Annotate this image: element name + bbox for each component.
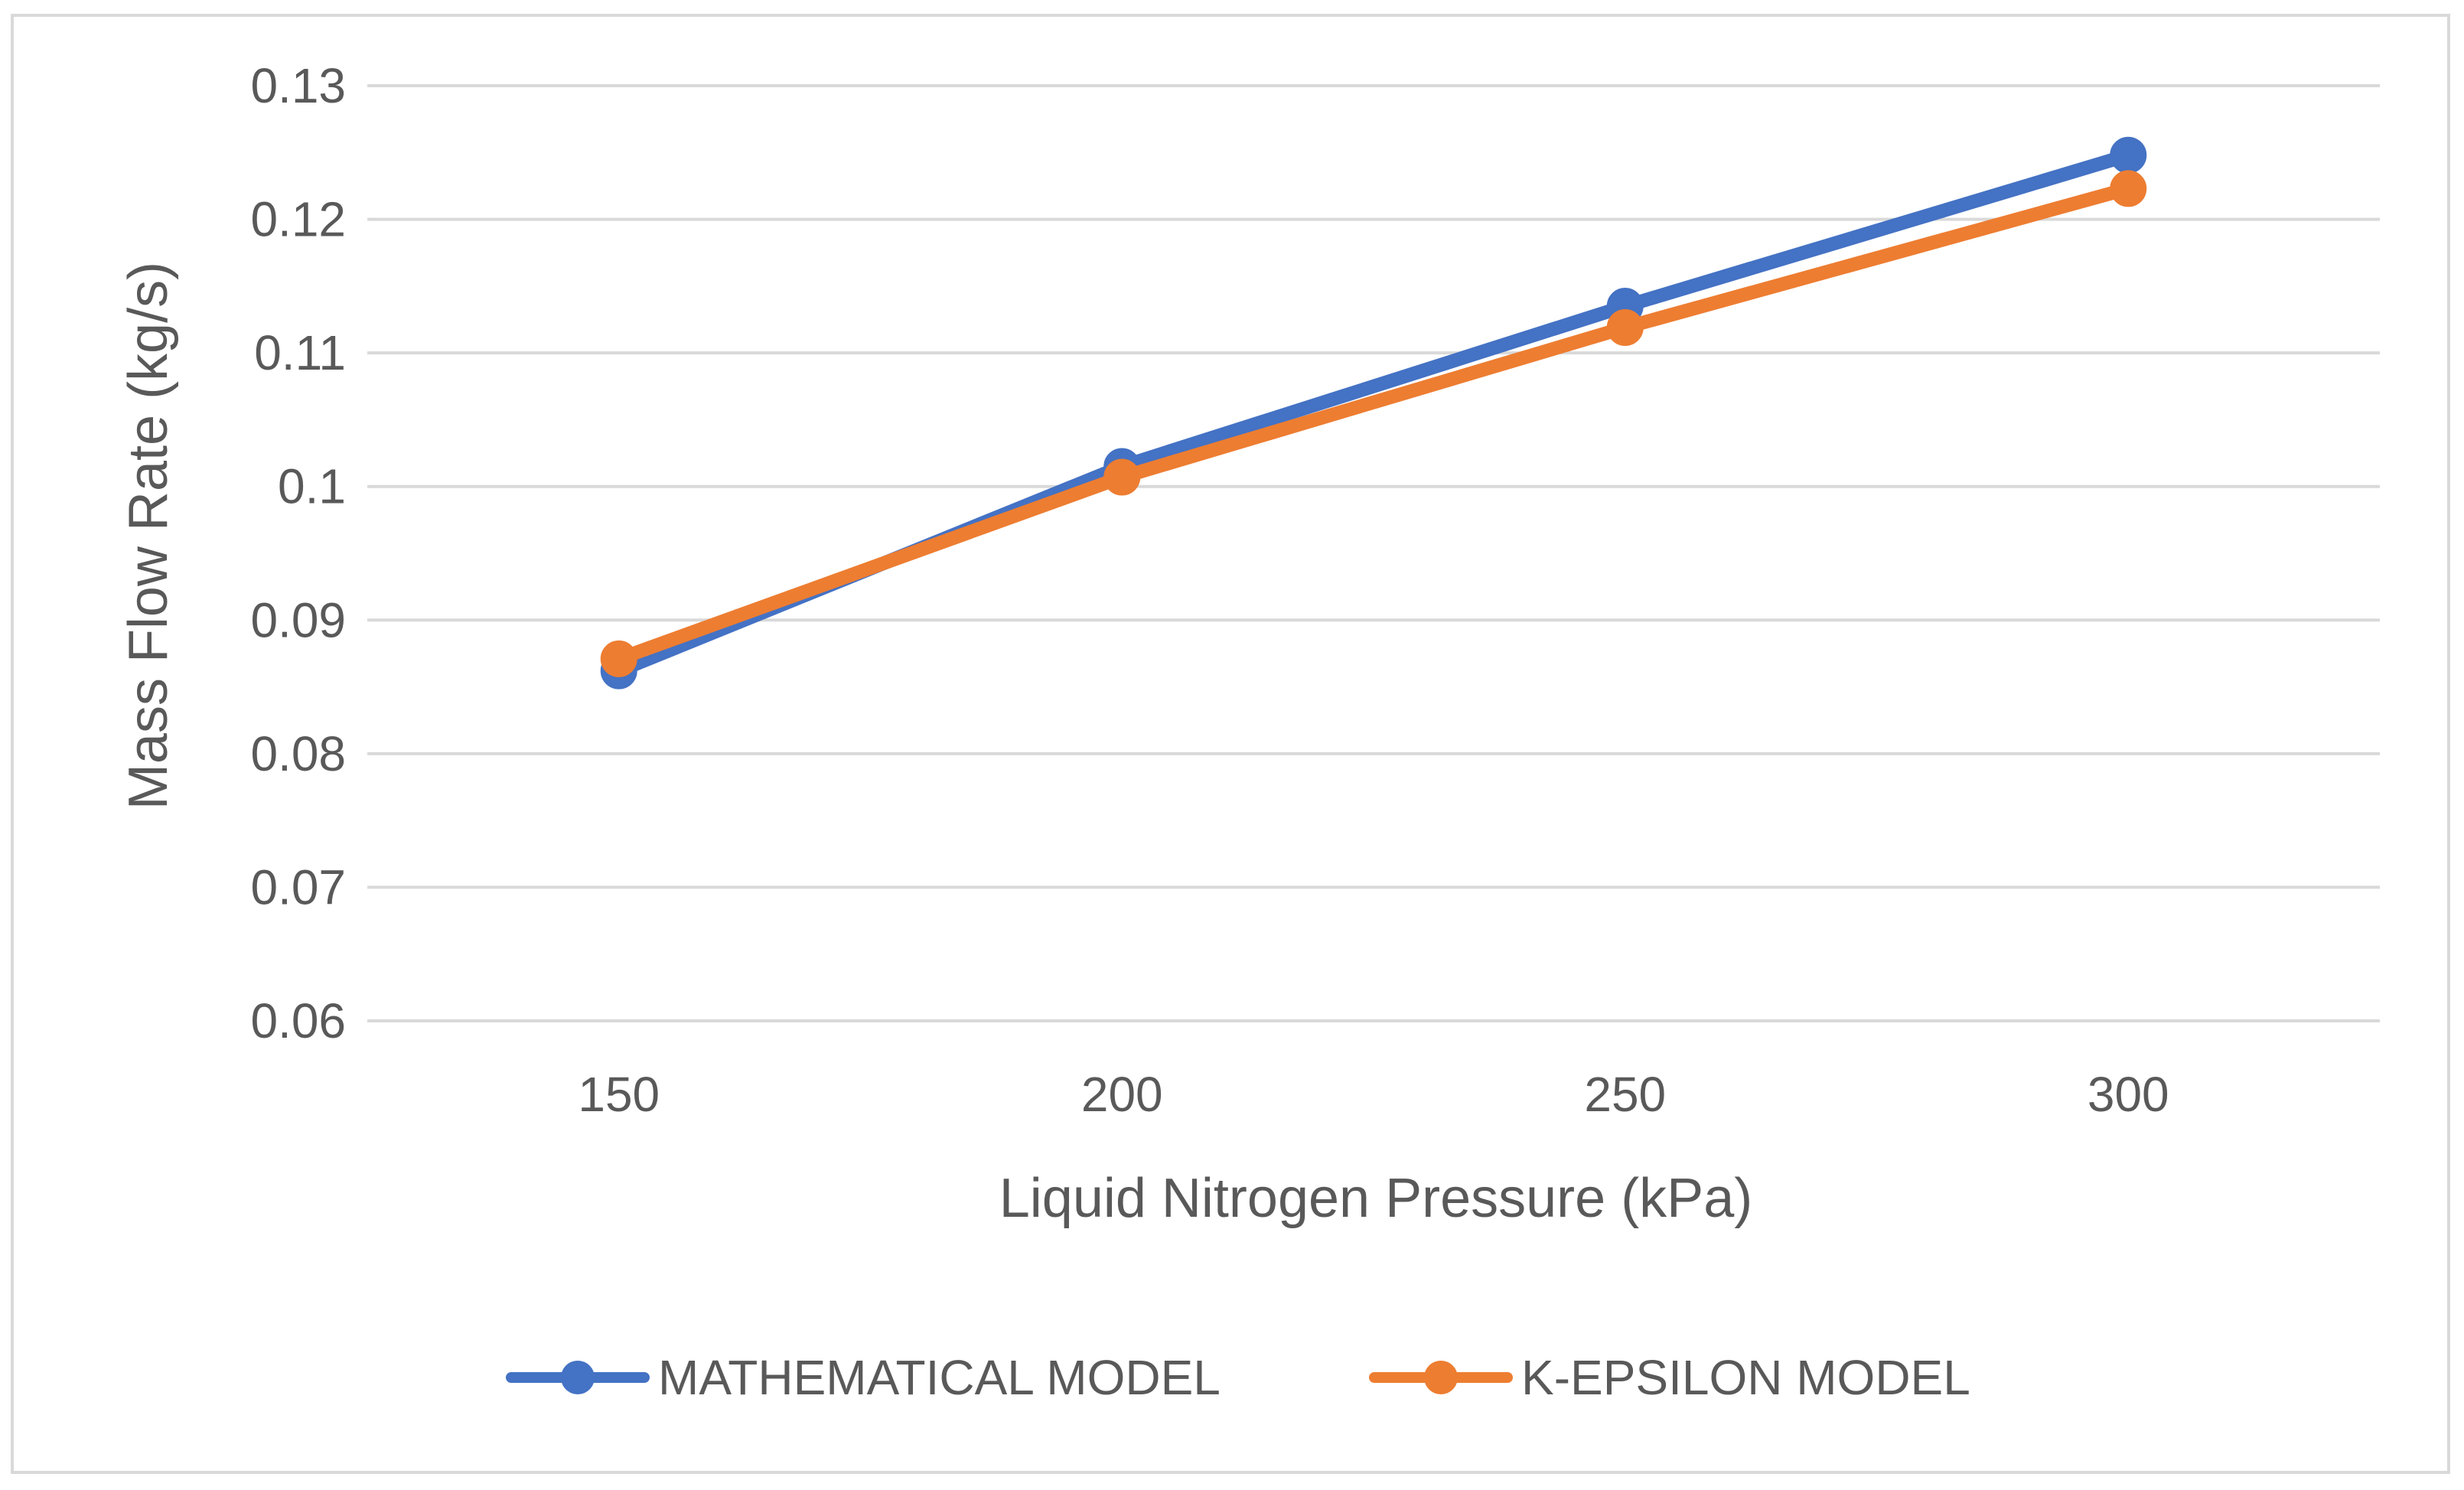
gridlines: [367, 84, 2380, 1022]
legend-label-k-epsilon-model: K-EPSILON MODEL: [1521, 1350, 1970, 1405]
x-tick-label: 300: [2088, 1067, 2169, 1122]
y-tick-label: 0.09: [250, 592, 346, 647]
y-tick-label: 0.07: [250, 859, 346, 915]
legend-swatch-marker: [561, 1361, 595, 1394]
data-point: [2110, 136, 2147, 174]
legend-item-mathematical-model: MATHEMATICAL MODEL: [506, 1350, 1221, 1405]
legend-label-mathematical-model: MATHEMATICAL MODEL: [658, 1350, 1221, 1405]
x-axis-title: Liquid Nitrogen Pressure (kPa): [999, 1168, 1752, 1229]
y-tick-label: 0.13: [250, 58, 346, 113]
data-point: [2110, 170, 2147, 207]
chart-frame: [11, 14, 2450, 1474]
data-point: [1606, 308, 1644, 346]
series-k-epsilon-model: [600, 170, 2147, 677]
y-axis-title: Mass Flow Rate (kg/s): [118, 262, 179, 810]
y-tick-label: 0.12: [250, 192, 346, 247]
data-point: [600, 640, 637, 677]
series-line: [611, 181, 2136, 666]
y-tick-label: 0.1: [278, 459, 346, 514]
y-tick-label: 0.08: [250, 726, 346, 781]
legend-swatch-marker: [1424, 1361, 1458, 1394]
legend: MATHEMATICAL MODEL K-EPSILON MODEL: [506, 1350, 1970, 1405]
x-tick-label: 250: [1584, 1067, 1666, 1122]
y-axis-ticks: 0.06 0.07 0.08 0.09 0.1 0.11 0.12 0.13: [250, 58, 346, 1048]
series-layer: [600, 136, 2147, 690]
legend-item-k-epsilon-model: K-EPSILON MODEL: [1369, 1350, 1970, 1405]
x-tick-label: 200: [1081, 1067, 1163, 1122]
y-tick-label: 0.06: [250, 993, 346, 1048]
y-tick-label: 0.11: [254, 325, 346, 380]
data-point: [1103, 458, 1141, 496]
x-tick-label: 150: [578, 1067, 660, 1122]
series-line: [611, 148, 2136, 678]
x-axis-ticks: 150 200 250 300: [578, 1067, 2169, 1122]
